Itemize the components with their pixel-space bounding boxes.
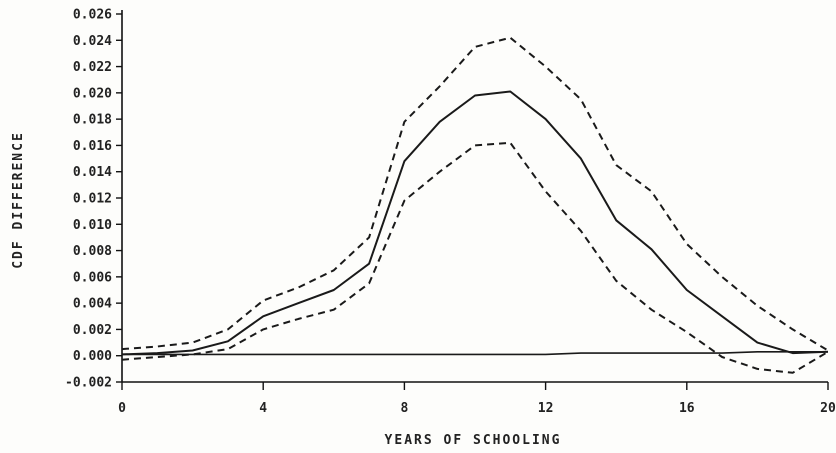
y-tick-label: -0.002 (65, 376, 112, 391)
y-tick-label: 0.026 (73, 8, 112, 23)
y-tick-label: 0.010 (73, 218, 112, 233)
y-tick-label: 0.016 (73, 139, 112, 154)
y-tick-label: 0.022 (73, 60, 112, 75)
y-tick-label: 0.002 (73, 323, 112, 338)
series-layer (121, 36, 829, 374)
x-tick-label: 0 (118, 401, 126, 416)
x-axis-title: YEARS OF SCHOOLING (385, 433, 562, 448)
x-tick-label: 8 (400, 401, 408, 416)
lower-band-line (121, 141, 829, 374)
y-ticks: -0.002 0.000 0.002 0.004 0.006 0.008 0.010 0.01… (65, 8, 122, 391)
x-tick-label: 4 (259, 401, 267, 416)
y-tick-label: 0.004 (73, 297, 112, 312)
zero-reference-line (122, 350, 828, 356)
upper-band-line (121, 36, 829, 352)
x-tick-label: 20 (820, 401, 836, 416)
y-tick-label: 0.018 (73, 113, 112, 128)
y-tick-label: 0.014 (73, 165, 112, 180)
y-axis-title: CDF DIFFERENCE (11, 131, 26, 269)
y-tick-label: 0.006 (73, 270, 112, 285)
y-tick-label: 0.024 (73, 34, 112, 49)
x-ticks: 0 4 8 12 16 20 (118, 382, 836, 416)
y-tick-label: 0.008 (73, 244, 112, 259)
y-tick-label: 0.000 (73, 349, 112, 364)
point-estimate-line (121, 90, 829, 356)
y-tick-label: 0.012 (73, 192, 112, 207)
x-tick-label: 12 (538, 401, 554, 416)
axes (121, 10, 828, 383)
y-tick-label: 0.020 (73, 86, 112, 101)
x-tick-label: 16 (679, 401, 695, 416)
